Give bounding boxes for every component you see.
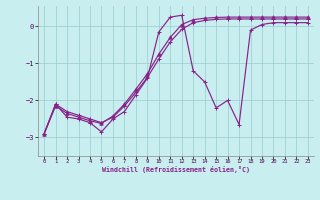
X-axis label: Windchill (Refroidissement éolien,°C): Windchill (Refroidissement éolien,°C) — [102, 166, 250, 173]
